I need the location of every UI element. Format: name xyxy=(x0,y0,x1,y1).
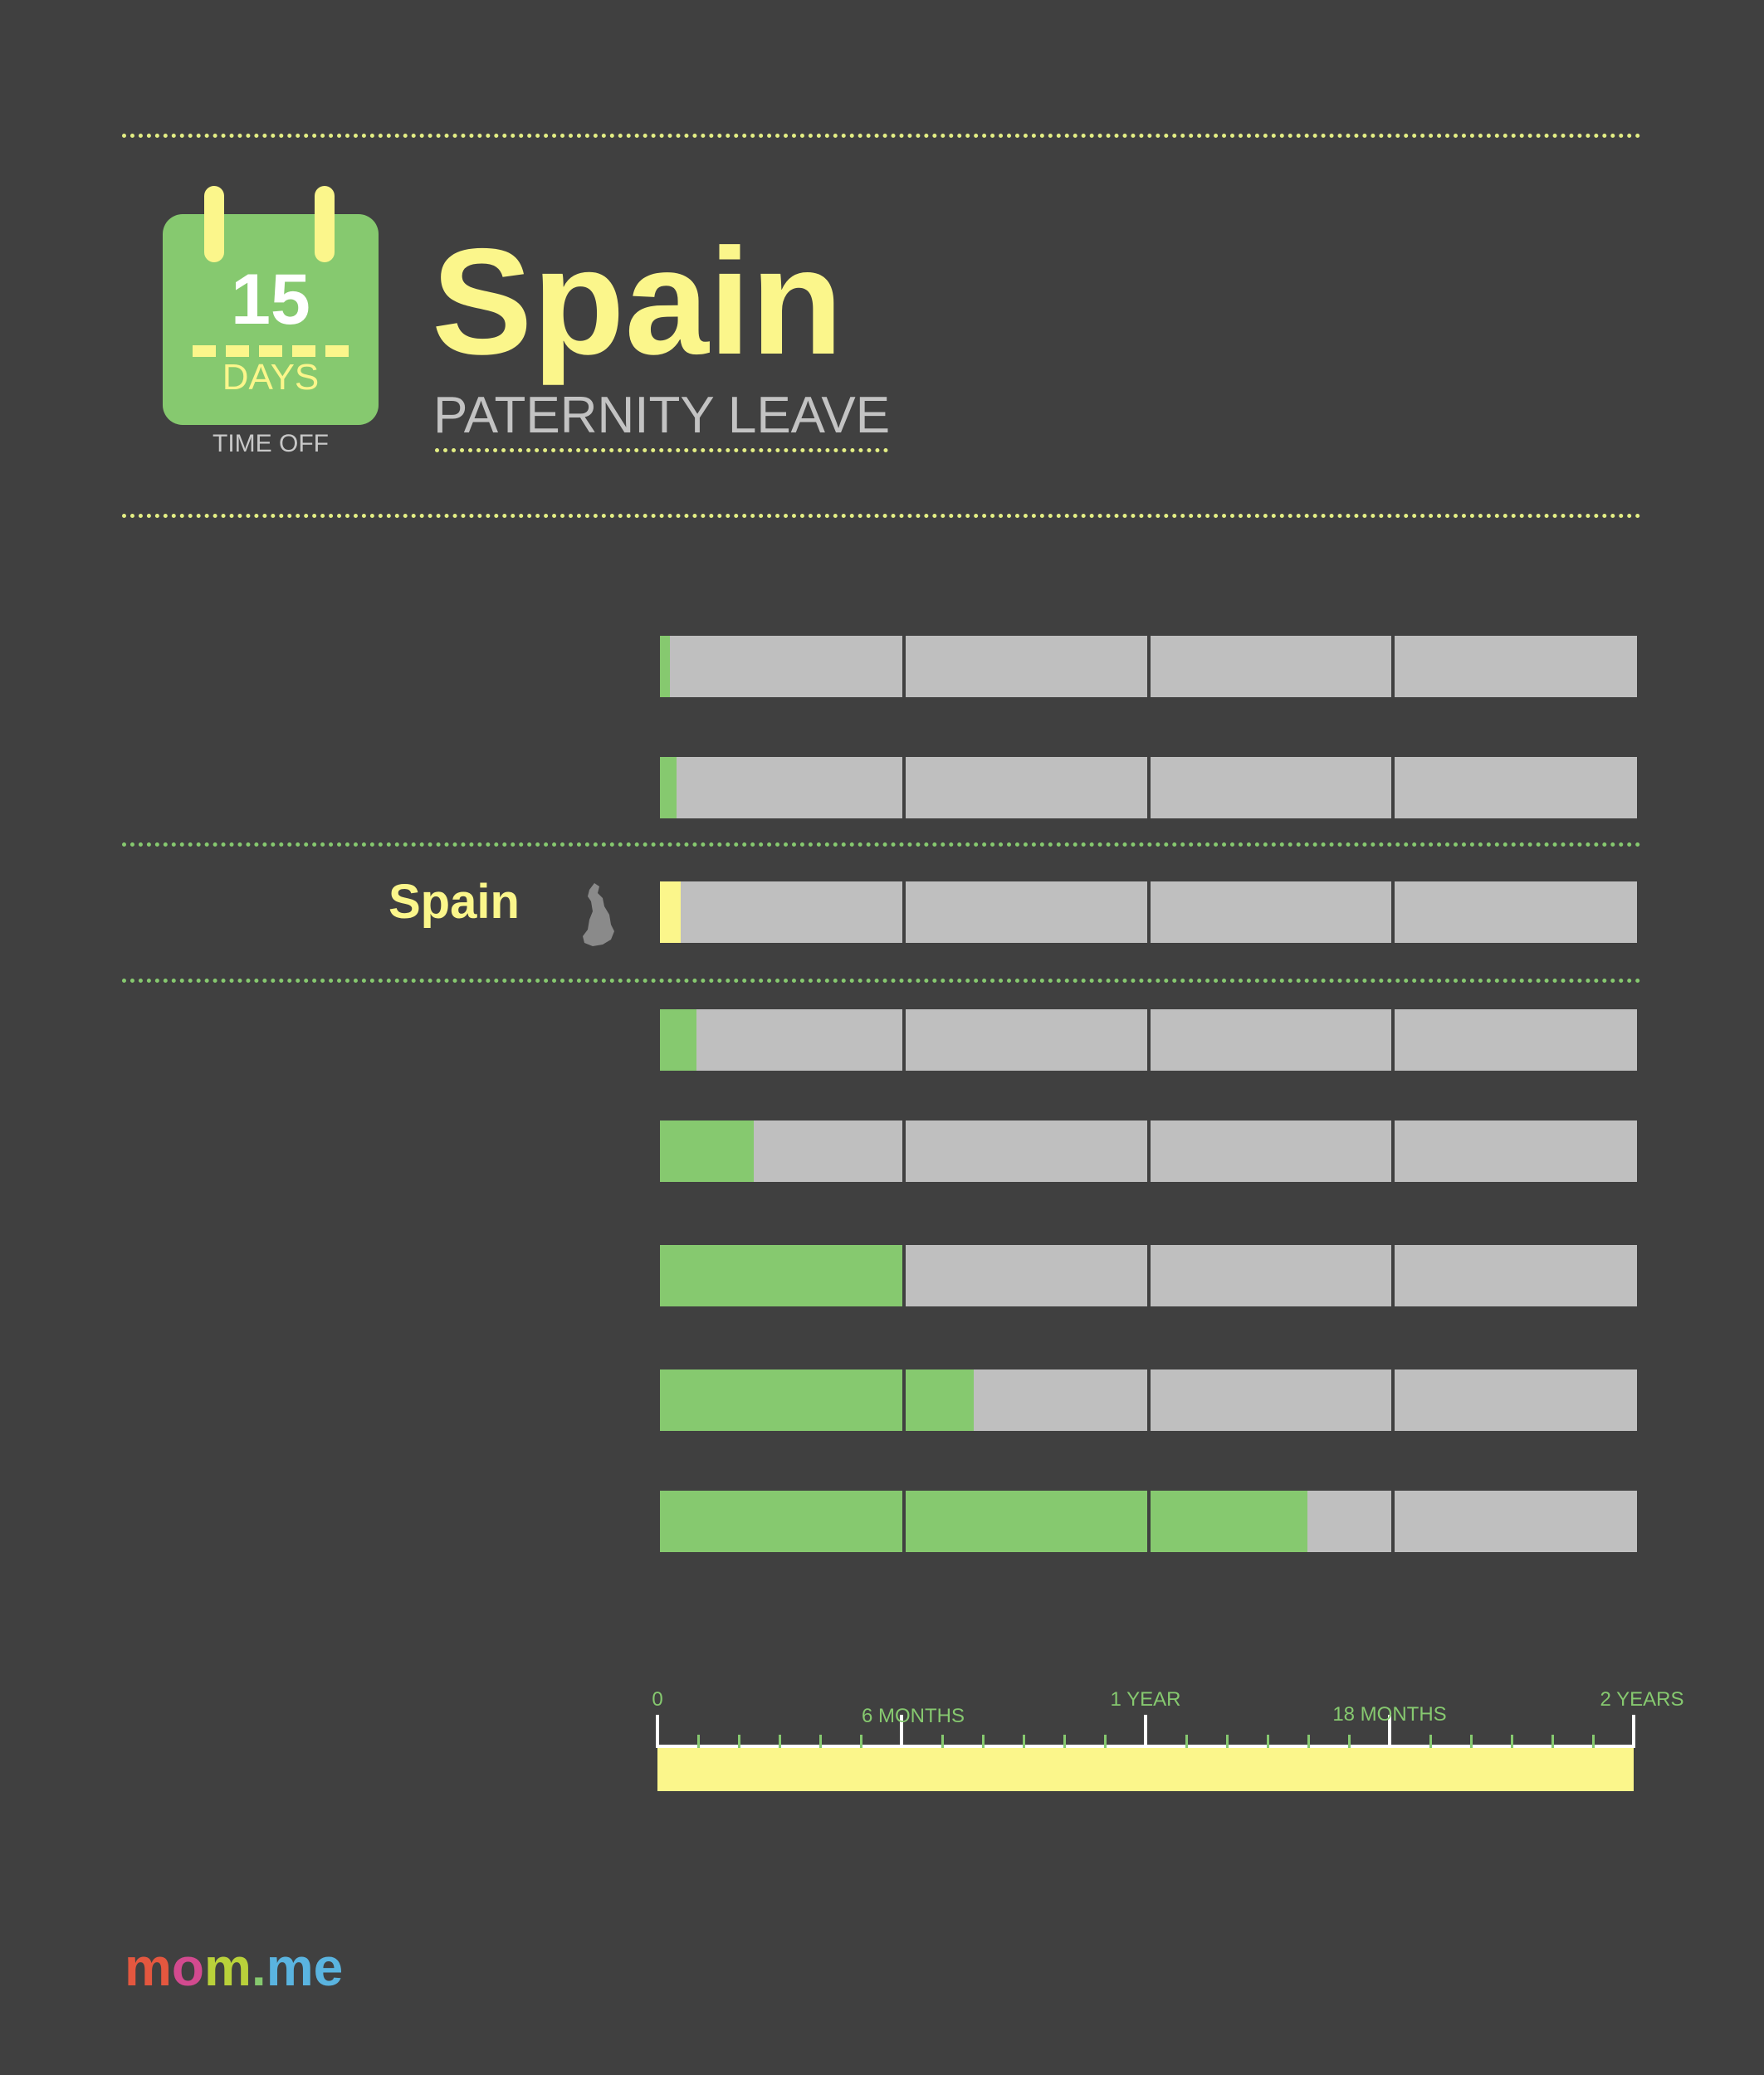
leave-bar-fill xyxy=(660,757,677,818)
page-subtitle: PATERNITY LEAVE xyxy=(433,387,891,444)
axis-minor-tick xyxy=(738,1735,740,1748)
bar-segment-divider xyxy=(1390,1491,1395,1552)
leave-bar xyxy=(660,1009,1637,1071)
axis-tick-label: 0 xyxy=(652,1688,663,1711)
axis-tick-label: 6 MONTHS xyxy=(861,1705,965,1727)
bar-segment-divider xyxy=(1390,881,1395,943)
bar-segment-divider xyxy=(1390,1120,1395,1182)
bar-segment-divider xyxy=(1146,1009,1151,1071)
axis-minor-tick xyxy=(1592,1735,1595,1748)
bar-segment-divider xyxy=(902,1009,906,1071)
bar-segment-divider xyxy=(1146,636,1151,697)
axis-tick-label: 1 YEAR xyxy=(1110,1688,1181,1711)
axis-minor-tick xyxy=(1023,1735,1025,1748)
leave-bar xyxy=(660,881,1637,943)
bar-segment-divider xyxy=(1146,1370,1151,1431)
axis-minor-tick xyxy=(1511,1735,1513,1748)
axis-minor-tick xyxy=(1348,1735,1351,1748)
bar-segment-divider xyxy=(1146,1120,1151,1182)
logo-letter: o xyxy=(171,1937,204,1997)
bar-segment-divider xyxy=(1146,1491,1151,1552)
calendar-icon: 15 DAYS xyxy=(163,186,379,425)
days-count: 15 xyxy=(231,260,310,339)
bar-segment-divider xyxy=(1146,1245,1151,1306)
calendar-ring-right xyxy=(315,186,335,262)
bar-segment-divider xyxy=(902,1245,906,1306)
calendar-separator xyxy=(193,345,349,357)
bar-segment-divider xyxy=(902,1491,906,1552)
leave-bar xyxy=(660,1120,1637,1182)
axis-major-tick xyxy=(1388,1715,1391,1748)
bar-segment-divider xyxy=(1146,757,1151,818)
axis-tick-label: 2 YEARS xyxy=(1600,1688,1684,1711)
country-map-icon xyxy=(583,883,614,946)
logo-letter: m xyxy=(125,1937,172,1997)
highlight-top-divider xyxy=(122,842,1641,847)
axis-minor-tick xyxy=(1063,1735,1066,1748)
axis-scale-bar xyxy=(657,1748,1634,1791)
brand-logo: mom.me xyxy=(125,1941,343,1994)
bar-segment-divider xyxy=(902,757,906,818)
logo-letter: m xyxy=(204,1937,252,1997)
leave-bar xyxy=(660,1245,1637,1306)
bar-segment-divider xyxy=(1390,1009,1395,1071)
bar-segment-divider xyxy=(902,881,906,943)
leave-bar-fill xyxy=(660,1491,1307,1552)
axis-minor-tick xyxy=(1267,1735,1269,1748)
logo-letter: . xyxy=(251,1937,266,1997)
leave-bar xyxy=(660,757,1637,818)
page-title: Spain xyxy=(432,217,843,386)
axis-minor-tick xyxy=(779,1735,781,1748)
bar-segment-divider xyxy=(1390,636,1395,697)
bar-segment-divider xyxy=(902,1120,906,1182)
axis-major-tick xyxy=(1144,1715,1147,1748)
axis-minor-tick xyxy=(1307,1735,1310,1748)
axis-major-tick xyxy=(1632,1715,1635,1748)
time-off-caption: TIME OFF xyxy=(213,430,329,457)
axis-minor-tick xyxy=(819,1735,822,1748)
axis-minor-tick xyxy=(1104,1735,1107,1748)
calendar-ring-left xyxy=(204,186,224,262)
axis-major-tick xyxy=(656,1715,659,1748)
leave-bar xyxy=(660,636,1637,697)
bar-segment-divider xyxy=(1146,881,1151,943)
axis-minor-tick xyxy=(1470,1735,1473,1748)
bar-segment-divider xyxy=(1390,1245,1395,1306)
leave-bar xyxy=(660,1370,1637,1431)
logo-letter: me xyxy=(266,1937,344,1997)
leave-bar-fill xyxy=(660,1009,697,1071)
subtitle-underline xyxy=(435,448,888,452)
leave-bar-fill-highlight xyxy=(660,881,681,943)
leave-bar-fill xyxy=(660,636,671,697)
leave-bar-fill xyxy=(660,1245,905,1306)
axis-major-tick xyxy=(900,1715,903,1748)
days-unit: DAYS xyxy=(222,357,320,398)
highlight-country-label: Spain xyxy=(388,875,520,929)
bar-segment-divider xyxy=(902,636,906,697)
axis-minor-tick xyxy=(860,1735,862,1748)
top-dotted-divider xyxy=(122,134,1641,138)
bar-segment-divider xyxy=(902,1370,906,1431)
leave-bar xyxy=(660,1491,1637,1552)
axis-minor-tick xyxy=(1226,1735,1229,1748)
bar-segment-divider xyxy=(1390,1370,1395,1431)
axis-tick-label: 18 MONTHS xyxy=(1332,1703,1447,1726)
axis-minor-tick xyxy=(941,1735,944,1748)
axis-minor-tick xyxy=(1551,1735,1554,1748)
axis-minor-tick xyxy=(1429,1735,1432,1748)
axis-minor-tick xyxy=(1185,1735,1188,1748)
header-bottom-divider xyxy=(122,514,1641,518)
highlight-bottom-divider xyxy=(122,979,1641,983)
leave-bar-fill xyxy=(660,1120,754,1182)
bar-segment-divider xyxy=(1390,757,1395,818)
axis-minor-tick xyxy=(697,1735,700,1748)
axis-minor-tick xyxy=(982,1735,985,1748)
leave-bar-fill xyxy=(660,1370,974,1431)
